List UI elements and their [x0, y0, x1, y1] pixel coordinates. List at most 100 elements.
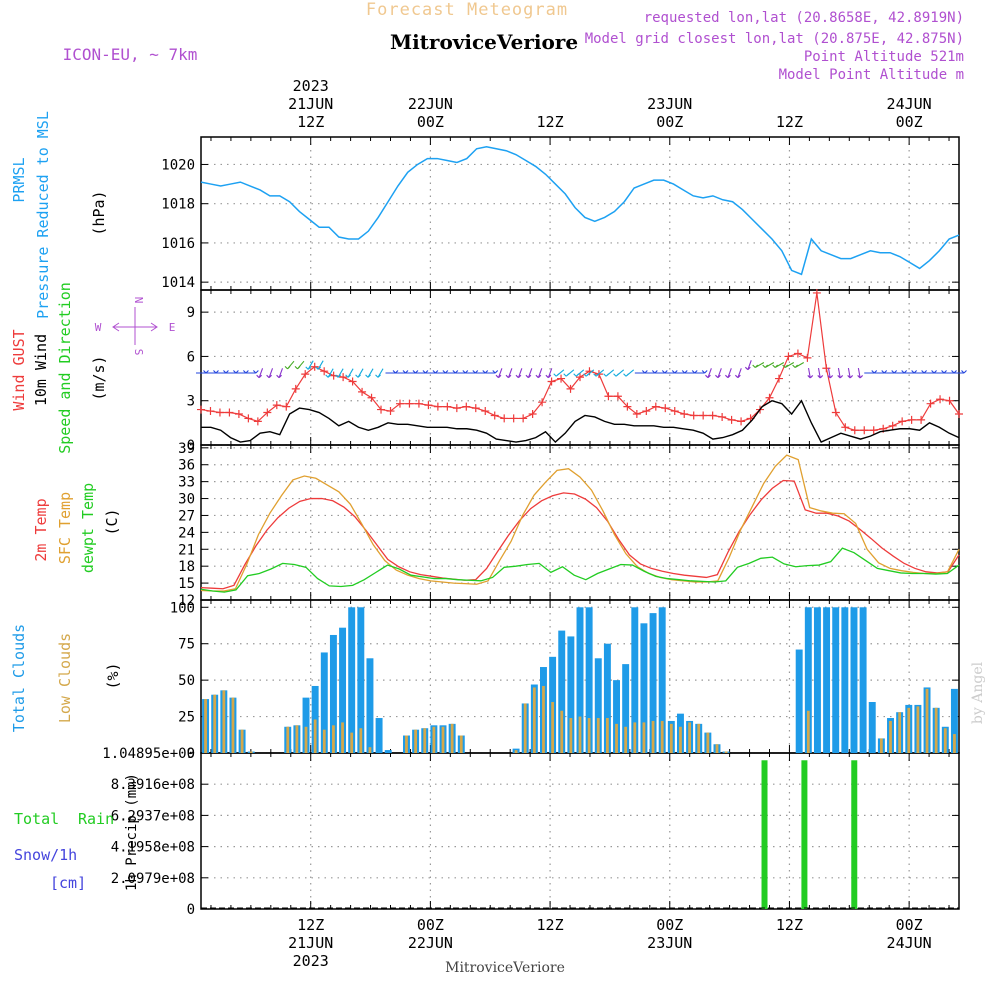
wind-gust-marker	[519, 414, 528, 423]
wind-direction-arrow	[355, 368, 364, 378]
total-cloud-bar	[859, 607, 867, 753]
wind-gust-marker	[869, 426, 878, 435]
wind-gust-marker	[642, 407, 651, 416]
low-cloud-bar	[624, 726, 628, 753]
total-cloud-bar	[850, 607, 858, 753]
bottom-time-label: 22JUN	[408, 934, 453, 952]
low-cloud-bar	[651, 720, 655, 753]
low-cloud-bar	[368, 747, 372, 753]
y-tick-label: 9	[187, 305, 195, 321]
wind-direction-arrow	[762, 362, 775, 368]
wind-gust-marker	[462, 402, 471, 411]
snow-unit-label: [cm]	[50, 874, 86, 892]
wind-gust-marker	[301, 370, 310, 379]
wind-direction-arrow	[837, 367, 844, 379]
low-cloud-bar	[642, 722, 646, 753]
total-cloud-bar	[622, 664, 630, 753]
wind-gust-marker	[888, 421, 897, 430]
temp-2m-ylabel: 2m Temp	[32, 498, 50, 561]
top-time-label: 12Z	[537, 113, 564, 131]
total-cloud-bar	[813, 607, 821, 753]
precip-bar	[761, 760, 768, 909]
wind-gust-marker	[234, 410, 243, 418]
wind-direction-arrow	[525, 368, 533, 379]
wind-gust-marker	[500, 414, 509, 423]
wind-direction-arrow	[857, 367, 864, 379]
wind-gust-marker	[367, 393, 376, 402]
compass-w: W	[95, 321, 102, 334]
y-tick-label: 15	[178, 576, 195, 592]
pressure-ylabel: Pressure Reduced to MSL	[34, 111, 52, 319]
low-cloud-bar	[679, 726, 682, 753]
wind-gust-marker	[481, 407, 490, 416]
y-tick-label: 27	[178, 508, 195, 524]
bottom-time-label: 12Z	[537, 916, 564, 934]
wind-direction-arrow	[315, 360, 324, 370]
low-cloud-bar	[332, 725, 335, 753]
low-cloud-bar	[806, 710, 810, 753]
wind-direction-arrow	[715, 368, 722, 379]
low-cloud-bar	[532, 687, 536, 753]
location-title: MitroviceVeriore	[390, 30, 578, 54]
wind-gust-marker	[282, 402, 291, 411]
low-cloud-bar	[286, 726, 290, 753]
wind-gust-marker	[955, 410, 963, 418]
wind-direction-arrow	[613, 369, 625, 377]
wind-direction-arrow	[495, 368, 503, 379]
low-cloud-bar	[889, 720, 892, 753]
wind-direction-arrow	[603, 369, 615, 377]
wind-gust-line	[200, 292, 960, 431]
bottom-time-label: 21JUN	[288, 934, 333, 952]
wind-direction-arrow	[276, 368, 284, 379]
top-time-label: 00Z	[417, 113, 444, 131]
wind-gust-marker	[793, 349, 802, 358]
wind-gust-marker	[310, 362, 319, 371]
low-cloud-bar	[898, 712, 902, 753]
wind-gust-marker	[727, 415, 736, 424]
low-cloud-bar	[423, 728, 427, 753]
total-cloud-bar	[868, 702, 876, 753]
y-tick-label: 3	[187, 394, 195, 410]
wind-direction-arrow	[485, 370, 499, 374]
wind-gust-marker	[253, 417, 262, 426]
low-cloud-bar	[542, 685, 545, 753]
wind-gust-marker	[528, 410, 537, 418]
wind-gust-marker	[850, 426, 859, 435]
dewpt-temp-ylabel: dewpt Temp	[79, 483, 97, 573]
total-cloud-bar	[832, 607, 840, 753]
total-cloud-bar	[613, 680, 621, 753]
info-line: Point Altitude 521m	[804, 49, 964, 65]
wind-gust-marker	[547, 377, 556, 386]
wind-gust-marker	[272, 401, 281, 410]
precip-rain-label: Rain	[78, 810, 114, 828]
precip-total-label: Total	[14, 810, 59, 828]
top-time-label: 22JUN	[408, 95, 453, 113]
wind-gust-marker	[405, 399, 414, 408]
wind-gust-marker	[225, 408, 234, 417]
wind-gust-marker	[907, 415, 916, 424]
y-tick-label: 100	[170, 600, 195, 616]
wind-gust-marker	[632, 410, 641, 418]
low-cloud-bar	[249, 751, 253, 753]
total-cloud-bar	[320, 652, 328, 753]
total-cloud-bar	[339, 627, 347, 753]
low-cloud-bar	[606, 718, 609, 753]
y-tick-label: 2.0979e+08	[111, 871, 195, 887]
wind-gust-marker	[784, 352, 793, 361]
wind-gust-marker	[215, 408, 224, 417]
y-tick-label: 6	[187, 349, 195, 365]
wind-gust-ylabel: Wind GUST	[10, 329, 28, 410]
wind-gust-marker	[197, 405, 205, 414]
low-cloud-bar	[313, 719, 317, 753]
low-cloud-bar	[660, 720, 664, 753]
wind-gust-marker	[386, 407, 395, 416]
bottom-time-label: 24JUN	[887, 934, 932, 952]
total-cloud-bar	[567, 636, 575, 753]
total-cloud-bar	[375, 718, 383, 753]
low-cloud-bar	[697, 723, 701, 753]
total-cloud-bar	[302, 697, 310, 753]
low-cloud-bar	[322, 729, 326, 753]
wind-gust-marker	[414, 399, 423, 408]
low-cloud-bar	[569, 718, 573, 753]
